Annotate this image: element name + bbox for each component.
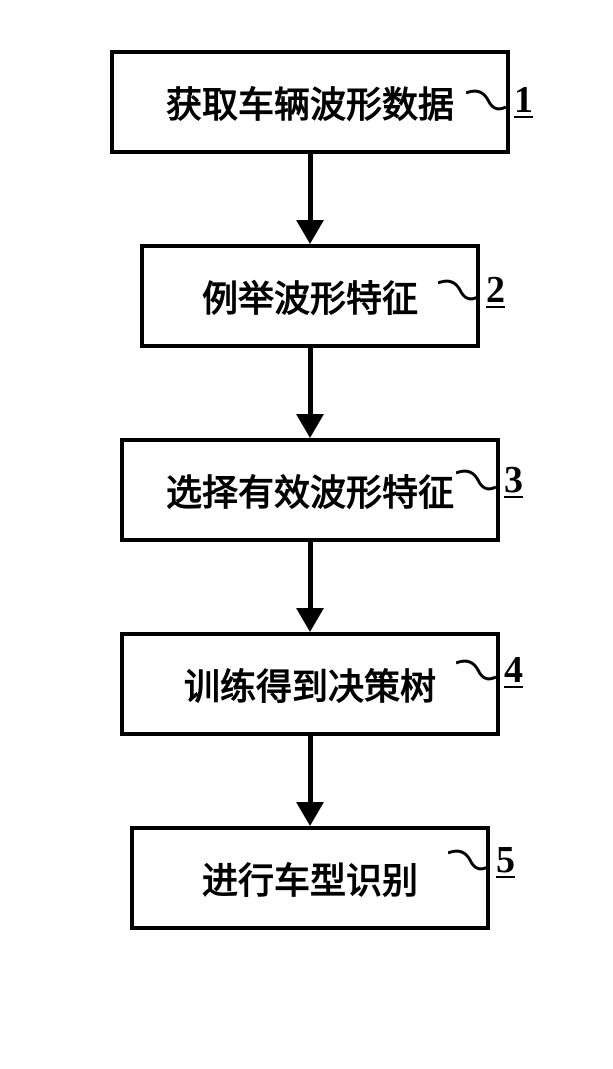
node-number: 5 bbox=[496, 838, 515, 882]
node-label: 进行车型识别 bbox=[202, 861, 418, 901]
arrow-line bbox=[308, 736, 313, 806]
flow-arrow-1-2 bbox=[60, 154, 560, 244]
flow-node-4: 训练得到决策树 bbox=[120, 632, 500, 736]
node-label: 获取车辆波形数据 bbox=[166, 85, 454, 125]
node-label: 例举波形特征 bbox=[202, 279, 418, 319]
node-number-label-2: 2 bbox=[438, 268, 505, 312]
node-number: 4 bbox=[504, 648, 523, 692]
arrow-line bbox=[308, 348, 313, 418]
arrow-line bbox=[308, 542, 313, 612]
flow-arrow-4-5 bbox=[60, 736, 560, 826]
connector-curve-icon bbox=[438, 275, 478, 305]
node-number: 1 bbox=[514, 78, 533, 122]
connector-curve-icon bbox=[456, 655, 496, 685]
arrow-line bbox=[308, 154, 313, 224]
node-number-label-1: 1 bbox=[466, 78, 533, 122]
flow-node-5: 进行车型识别 bbox=[130, 826, 490, 930]
flow-arrow-3-4 bbox=[60, 542, 560, 632]
flow-node-2: 例举波形特征 bbox=[140, 244, 480, 348]
node-number-label-4: 4 bbox=[456, 648, 523, 692]
node-number-label-3: 3 bbox=[456, 458, 523, 502]
flow-node-1: 获取车辆波形数据 bbox=[110, 50, 510, 154]
flow-arrow-2-3 bbox=[60, 348, 560, 438]
arrow-head-icon bbox=[296, 608, 324, 632]
node-number: 2 bbox=[486, 268, 505, 312]
node-number: 3 bbox=[504, 458, 523, 502]
connector-curve-icon bbox=[448, 845, 488, 875]
arrow-head-icon bbox=[296, 220, 324, 244]
arrow-head-icon bbox=[296, 802, 324, 826]
arrow-head-icon bbox=[296, 414, 324, 438]
connector-curve-icon bbox=[456, 465, 496, 495]
node-label: 选择有效波形特征 bbox=[166, 473, 454, 513]
flow-node-3: 选择有效波形特征 bbox=[120, 438, 500, 542]
connector-curve-icon bbox=[466, 85, 506, 115]
node-number-label-5: 5 bbox=[448, 838, 515, 882]
node-label: 训练得到决策树 bbox=[184, 667, 436, 707]
